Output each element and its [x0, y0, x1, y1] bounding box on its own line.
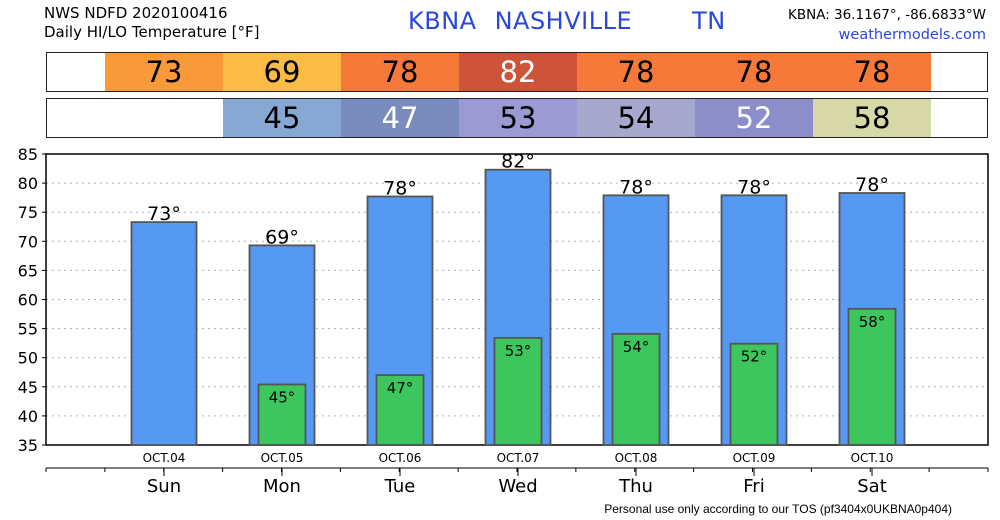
temperature-chart: 35 40 45 50 55 60 65 70 75 80 85 73° OCT.04 Sun 69° 45°…	[18, 145, 989, 497]
hi-temp-cell: 82	[459, 53, 577, 91]
y-tick-label: 40	[18, 407, 38, 426]
y-tick-label: 60	[18, 291, 38, 310]
lo-bar-label: 52°	[741, 348, 768, 366]
hi-bar	[130, 221, 198, 446]
hi-temp-strip: 73 69 78 82 78 78 78	[46, 52, 988, 92]
lo-bar-label: 45°	[269, 388, 296, 406]
hi-temp-cell: 78	[341, 53, 459, 91]
date-label: OCT.07	[497, 451, 540, 465]
hi-bar-label: 69°	[265, 226, 299, 248]
model-run: NWS NDFD 2020100416	[44, 4, 228, 22]
y-tick-label: 35	[18, 436, 38, 455]
hi-bar-label: 78°	[619, 176, 653, 198]
hi-bar-label: 73°	[147, 203, 181, 225]
day-label: Sun	[147, 476, 181, 497]
y-tick-label: 45	[18, 378, 38, 397]
lo-bar-label: 47°	[387, 379, 414, 397]
date-label: OCT.05	[261, 451, 304, 465]
y-tick-label: 85	[18, 145, 38, 164]
lo-temp-cell: 53	[459, 99, 577, 137]
lo-temp-cell: 45	[223, 99, 341, 137]
lo-temp-cell: 52	[695, 99, 813, 137]
hi-temp-cell: 78	[577, 53, 695, 91]
hi-temp-cell: 78	[813, 53, 931, 91]
product-title: Daily HI/LO Temperature [°F]	[44, 23, 260, 41]
y-tick-label: 50	[18, 349, 38, 368]
y-tick-label: 55	[18, 320, 38, 339]
hi-bar-label: 78°	[855, 174, 889, 196]
lo-bar	[375, 374, 425, 446]
site-link[interactable]: weathermodels.com	[838, 27, 986, 43]
day-label: Sat	[857, 476, 887, 497]
lo-temp-cell: 47	[341, 99, 459, 137]
date-label: OCT.06	[379, 451, 422, 465]
date-label: OCT.08	[615, 451, 658, 465]
header-left: NWS NDFD 2020100416 Daily HI/LO Temperat…	[44, 4, 260, 42]
hi-bar-label: 82°	[501, 151, 535, 173]
day-label: Mon	[263, 476, 301, 497]
hi-temp-cell: 78	[695, 53, 813, 91]
lo-bar	[257, 383, 307, 446]
lo-bar-label: 53°	[505, 342, 532, 360]
station-state: TN	[692, 7, 726, 35]
hi-bar-label: 78°	[383, 177, 417, 199]
station-code: KBNA	[408, 7, 477, 35]
date-label: OCT.04	[143, 451, 186, 465]
station-title: KBNA NASHVILLE TN	[408, 7, 744, 35]
y-tick-label: 70	[18, 232, 38, 251]
lo-temp-cell	[105, 99, 223, 137]
station-coords: KBNA: 36.1167°, -86.6833°W	[787, 7, 986, 23]
hi-temp-cell: 73	[105, 53, 223, 91]
day-label: Thu	[618, 476, 653, 497]
lo-bar	[493, 337, 543, 446]
date-label: OCT.10	[851, 451, 894, 465]
footer-tos: Personal use only according to our TOS (…	[604, 502, 952, 516]
station-name: NASHVILLE	[494, 7, 633, 35]
lo-bar-label: 58°	[859, 313, 886, 331]
lo-temp-cell: 58	[813, 99, 931, 137]
y-tick-label: 65	[18, 261, 38, 280]
day-label: Tue	[384, 476, 416, 497]
y-tick-label: 75	[18, 203, 38, 222]
day-label: Fri	[743, 476, 764, 497]
lo-temp-strip: 45 47 53 54 52 58	[46, 98, 988, 138]
hi-temp-cell: 69	[223, 53, 341, 91]
y-tick-label: 80	[18, 174, 38, 193]
lo-bar	[847, 307, 897, 446]
lo-bar	[611, 332, 661, 446]
lo-temp-cell: 54	[577, 99, 695, 137]
lo-bar	[729, 342, 779, 446]
header-right: KBNA: 36.1167°, -86.6833°W weathermodels…	[788, 5, 986, 45]
lo-bar-label: 54°	[623, 338, 650, 356]
day-label: Wed	[498, 476, 537, 497]
date-label: OCT.09	[733, 451, 776, 465]
hi-bar-label: 78°	[737, 176, 771, 198]
